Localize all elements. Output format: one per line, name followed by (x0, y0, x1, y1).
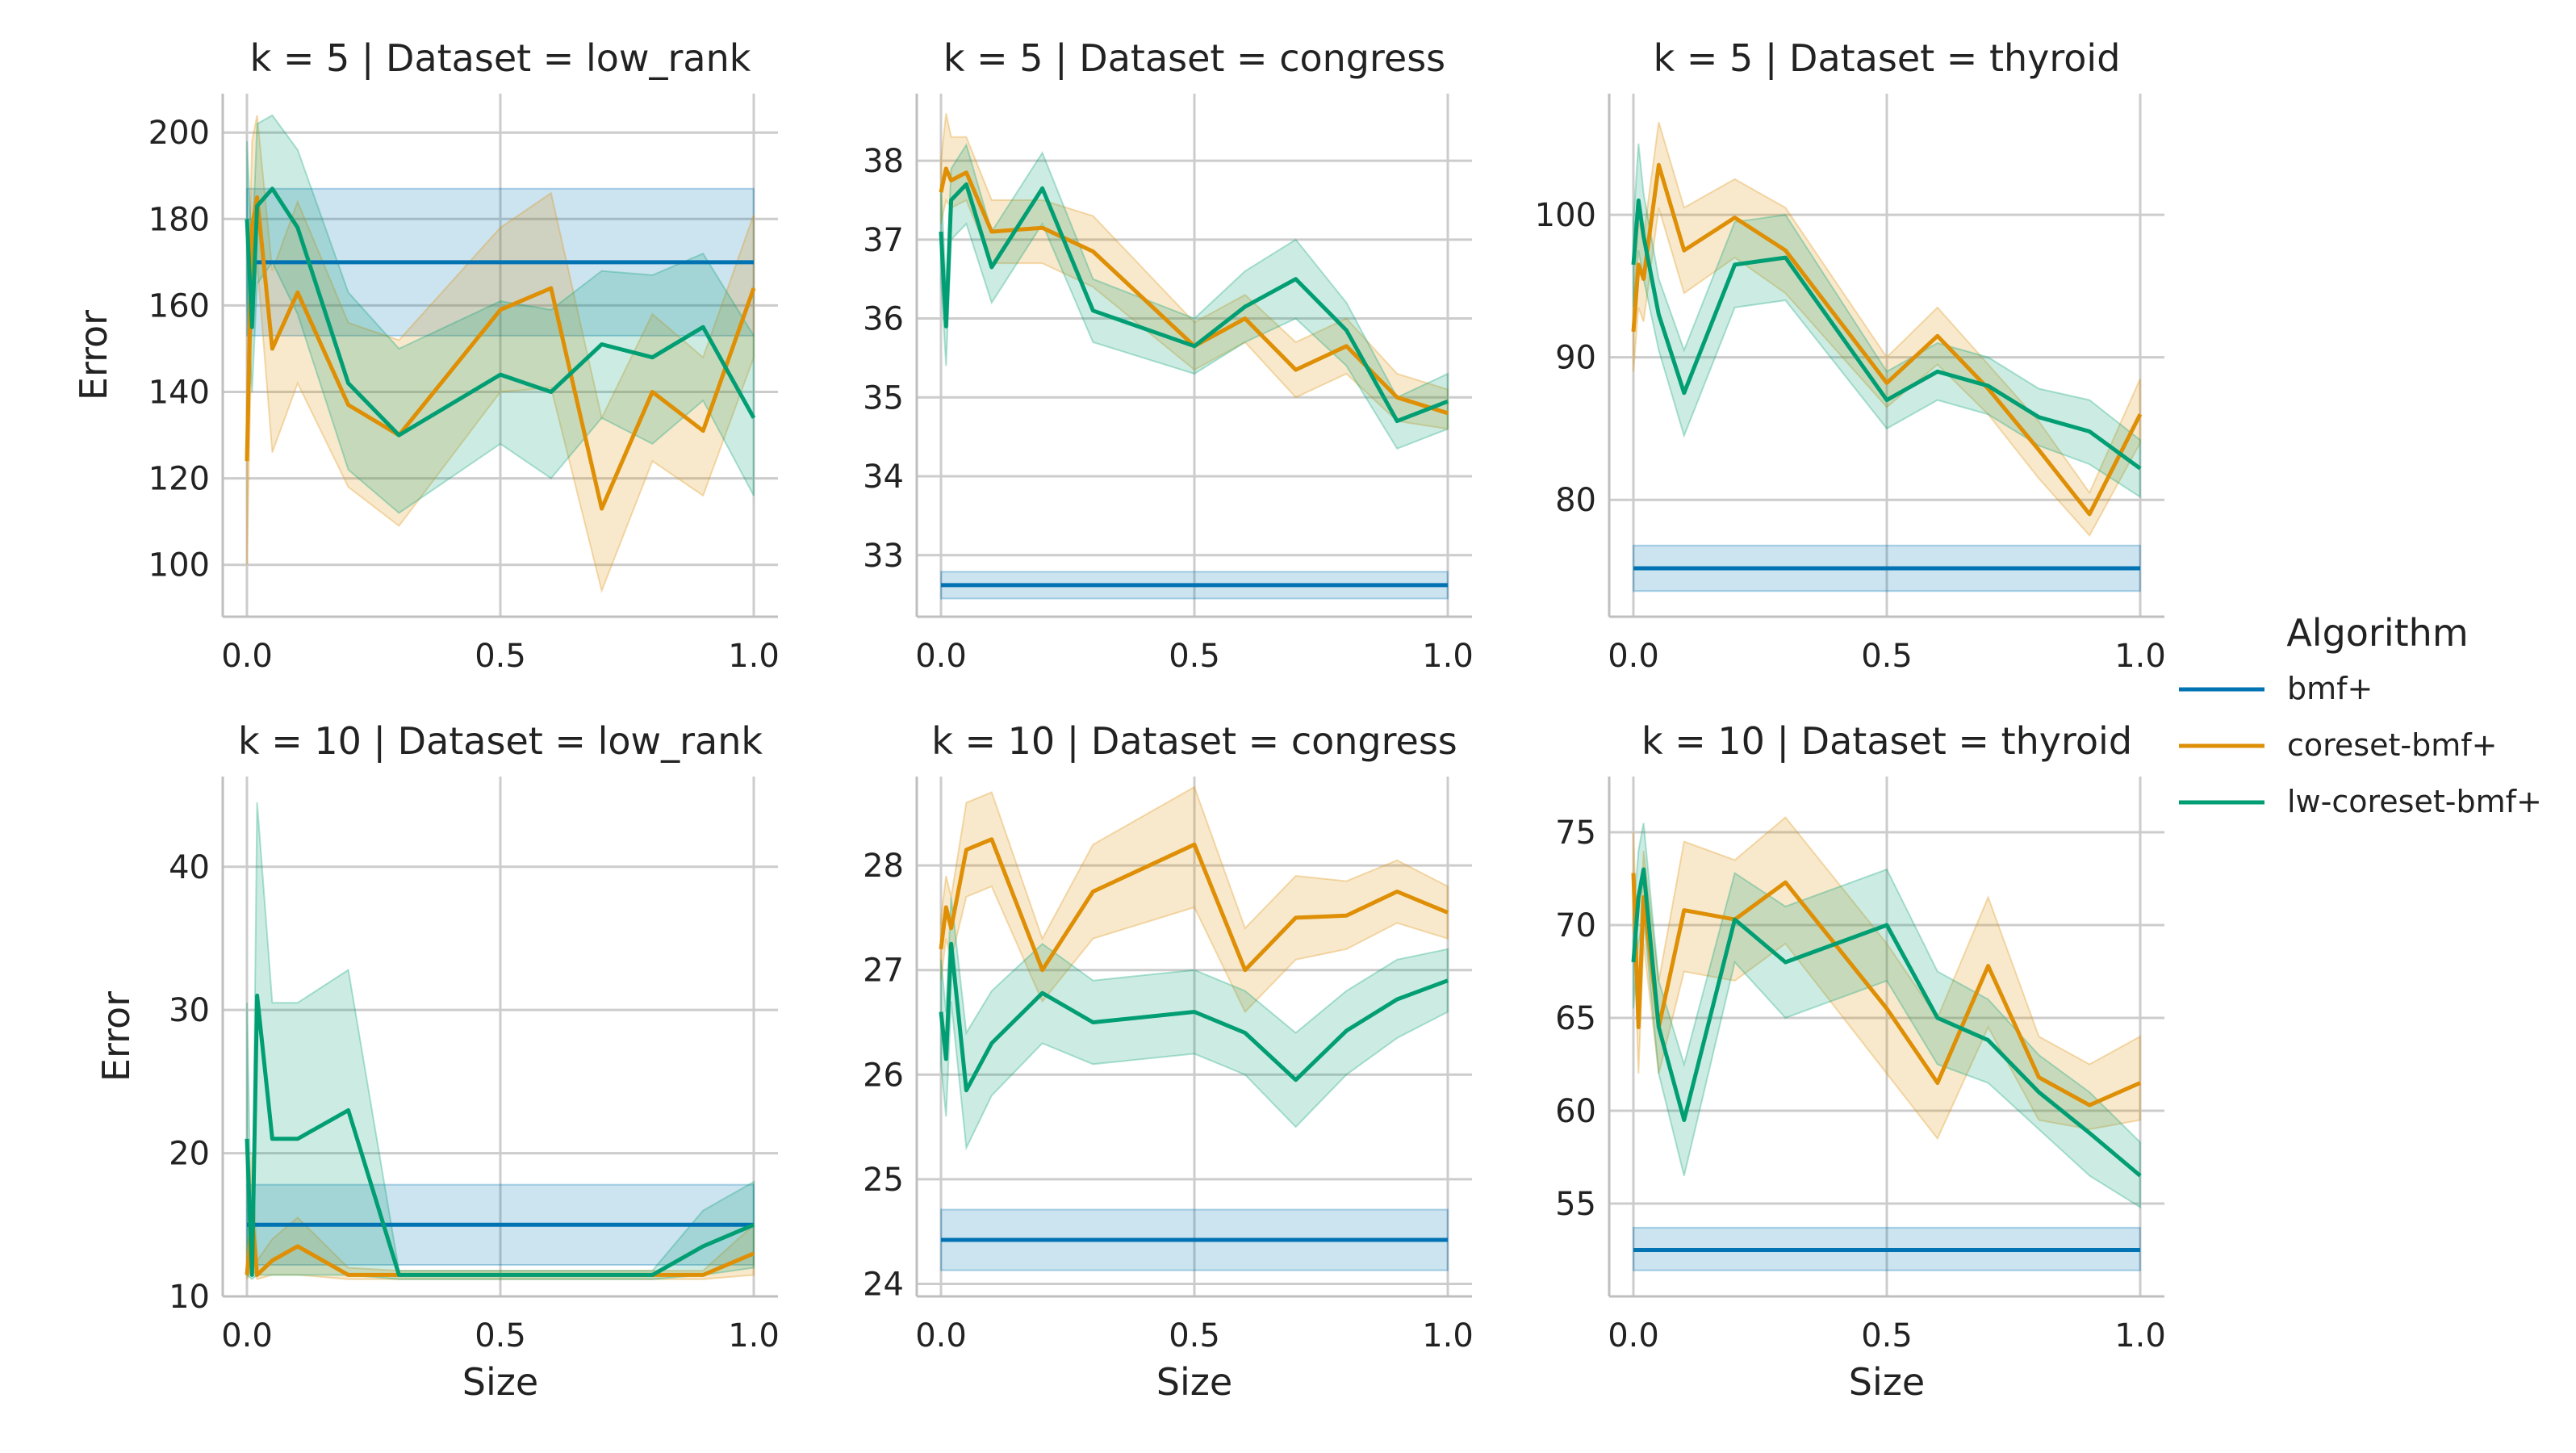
y-tick-label: 26 (863, 1057, 904, 1094)
y-tick-label: 180 (148, 201, 210, 238)
y-tick-label: 55 (1555, 1186, 1596, 1223)
panel-title: k = 10 | Dataset = thyroid (1641, 719, 2132, 764)
x-tick-label: 0.0 (221, 638, 273, 675)
panel-3: 80 90 100 0.0 0.5 1.0 k = 5 | Dataset = thyroi… (1535, 36, 2166, 675)
confidence-band-lw-coreset-bmf+ (1633, 823, 2141, 1209)
panel-2: 33 34 35 36 37 38 0.0 0.5 1.0 k = 5 | Dataset = c… (863, 36, 1474, 675)
series-line-lw-coreset-bmf+ (1631, 867, 2142, 1178)
x-tick-label: 0.0 (915, 638, 967, 675)
series-line-lw-coreset-bmf+ (245, 186, 756, 438)
confidence-band-coreset-bmf+ (246, 1153, 755, 1280)
y-tick-label: 100 (148, 547, 210, 584)
series-line-lw-coreset-bmf+ (939, 182, 1449, 424)
series-line-lw-coreset-bmf+ (1631, 198, 2142, 471)
x-tick-label: 0.5 (475, 638, 526, 675)
x-tick-label: 0.0 (915, 1317, 967, 1355)
x-tick-label: 0.5 (475, 1317, 526, 1355)
panel-title: k = 5 | Dataset = congress (943, 36, 1445, 81)
y-axis-label: Error (94, 991, 138, 1082)
y-axis-label: Error (72, 310, 115, 400)
confidence-band-lw-coreset-bmf+ (940, 896, 1449, 1151)
x-tick-label: 0.5 (1861, 1317, 1913, 1355)
y-tick-label: 27 (863, 953, 904, 990)
panel-title: k = 5 | Dataset = low_rank (250, 36, 751, 81)
x-axis-label: Size (462, 1360, 538, 1404)
x-tick-label: 0.5 (1169, 1317, 1220, 1355)
x-tick-label: 0.5 (1169, 638, 1220, 675)
y-tick-label: 70 (1555, 907, 1596, 944)
x-axis-label: Size (1156, 1360, 1232, 1404)
y-tick-label: 38 (863, 143, 904, 180)
legend-title: Algorithm (2286, 611, 2468, 655)
y-tick-label: 10 (169, 1279, 210, 1316)
x-tick-label: 1.0 (1422, 638, 1474, 675)
series-line-coreset-bmf+ (1631, 162, 2143, 517)
x-axis-label: Size (1849, 1360, 1925, 1404)
y-tick-label: 36 (863, 301, 904, 338)
confidence-band-coreset-bmf+ (940, 785, 1449, 1014)
legend-entry-label: coreset-bmf+ (2287, 727, 2497, 763)
y-tick-label: 30 (169, 992, 210, 1029)
legend: Algorithm bmf+ coreset-bmf+ lw-coreset-bmf+ (2179, 611, 2542, 819)
y-tick-label: 34 (863, 459, 904, 496)
x-tick-label: 0.0 (1608, 1317, 1659, 1355)
panel-title: k = 10 | Dataset = low_rank (238, 719, 763, 764)
y-tick-label: 90 (1555, 340, 1596, 377)
panel-1: 100 120 140 160 180 200 0.0 0.5 1.0 k = 5 | Datas… (72, 36, 780, 675)
panel-6: 55 60 65 70 75 0.0 0.5 1.0 k = 10 | Dataset = th… (1555, 719, 2166, 1404)
x-tick-label: 0.5 (1861, 638, 1913, 675)
confidence-band-coreset-bmf+ (1633, 122, 2141, 538)
legend-entry-label: bmf+ (2287, 671, 2373, 706)
y-tick-label: 200 (148, 115, 210, 152)
y-tick-label: 35 (863, 379, 904, 417)
y-tick-label: 65 (1555, 1000, 1596, 1037)
y-tick-label: 25 (863, 1162, 904, 1199)
y-tick-label: 75 (1555, 814, 1596, 852)
x-tick-label: 0.0 (221, 1317, 273, 1355)
x-tick-label: 1.0 (2114, 638, 2166, 675)
panel-4: 10 20 30 40 0.0 0.5 1.0 k = 10 | Dataset = low_… (94, 719, 780, 1404)
x-tick-label: 1.0 (1422, 1317, 1474, 1355)
panel-5: 24 25 26 27 28 0.0 0.5 1.0 k = 10 | Dataset = co… (863, 719, 1474, 1404)
y-tick-label: 33 (863, 538, 904, 575)
chart-panels: 100 120 140 160 180 200 0.0 0.5 1.0 k = 5 | Datas… (72, 36, 2166, 1404)
y-tick-label: 24 (863, 1266, 904, 1303)
y-tick-label: 20 (169, 1136, 210, 1173)
y-tick-label: 80 (1555, 482, 1596, 519)
confidence-band-lw-coreset-bmf+ (940, 143, 1449, 450)
series-line-coreset-bmf+ (939, 166, 1449, 416)
legend-entry-label: lw-coreset-bmf+ (2287, 784, 2542, 819)
series-line-coreset-bmf+ (939, 837, 1449, 973)
confidence-band-coreset-bmf+ (246, 115, 755, 594)
y-tick-label: 37 (863, 222, 904, 259)
y-tick-label: 60 (1555, 1093, 1596, 1130)
confidence-band-lw-coreset-bmf+ (246, 802, 755, 1281)
series-line-lw-coreset-bmf+ (245, 993, 755, 1277)
y-tick-label: 40 (169, 849, 210, 886)
panel-title: k = 10 | Dataset = congress (931, 719, 1457, 764)
confidence-band-coreset-bmf+ (940, 113, 1449, 430)
panel-title: k = 5 | Dataset = thyroid (1654, 36, 2121, 81)
y-tick-label: 28 (863, 848, 904, 885)
series-line-lw-coreset-bmf+ (939, 941, 1449, 1093)
x-tick-label: 1.0 (728, 1317, 780, 1355)
confidence-band-coreset-bmf+ (1633, 816, 2141, 1141)
y-tick-label: 160 (148, 287, 210, 325)
confidence-band-lw-coreset-bmf+ (246, 114, 755, 514)
x-tick-label: 0.0 (1608, 638, 1659, 675)
y-tick-label: 120 (148, 461, 210, 498)
x-tick-label: 1.0 (2114, 1317, 2166, 1355)
y-tick-label: 140 (148, 375, 210, 412)
series-line-coreset-bmf+ (1631, 873, 2142, 1108)
x-tick-label: 1.0 (728, 638, 780, 675)
y-tick-label: 100 (1535, 197, 1596, 234)
